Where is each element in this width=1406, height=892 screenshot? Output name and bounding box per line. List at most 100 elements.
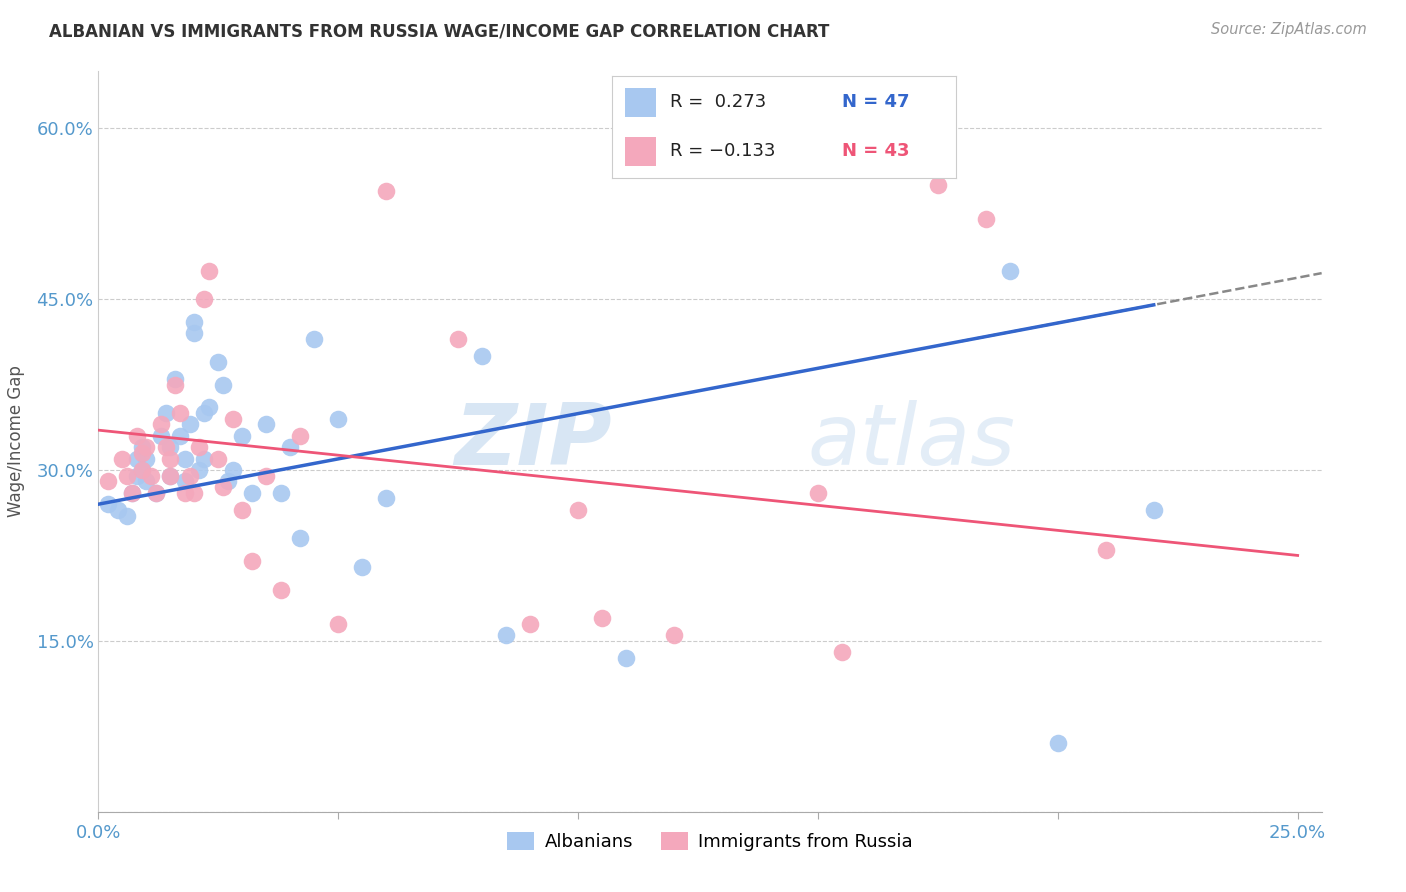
Point bbox=[212, 377, 235, 392]
Point bbox=[495, 628, 517, 642]
Point bbox=[173, 485, 195, 500]
Point bbox=[567, 503, 589, 517]
Point bbox=[179, 468, 201, 483]
Point bbox=[711, 121, 734, 136]
Point bbox=[193, 451, 215, 466]
Point bbox=[974, 212, 997, 227]
Point bbox=[121, 485, 143, 500]
Point bbox=[135, 440, 157, 454]
Point bbox=[188, 440, 211, 454]
Point bbox=[183, 485, 205, 500]
Point bbox=[131, 446, 153, 460]
Point bbox=[97, 475, 120, 489]
Text: R = −0.133: R = −0.133 bbox=[671, 142, 776, 161]
Point bbox=[149, 417, 172, 432]
Point bbox=[121, 485, 143, 500]
Point bbox=[471, 349, 494, 363]
Point bbox=[125, 468, 148, 483]
Point bbox=[254, 468, 277, 483]
Point bbox=[179, 417, 201, 432]
Point bbox=[169, 406, 191, 420]
Point bbox=[131, 463, 153, 477]
Bar bbox=[626, 88, 657, 117]
Point bbox=[188, 463, 211, 477]
Point bbox=[141, 468, 163, 483]
Point bbox=[1143, 503, 1166, 517]
Point bbox=[159, 440, 181, 454]
Point bbox=[173, 451, 195, 466]
Point bbox=[270, 582, 292, 597]
Point bbox=[375, 184, 398, 198]
Point bbox=[149, 429, 172, 443]
Text: atlas: atlas bbox=[808, 400, 1017, 483]
Point bbox=[711, 121, 734, 136]
Point bbox=[212, 480, 235, 494]
Point bbox=[288, 532, 311, 546]
Point bbox=[352, 559, 374, 574]
Text: Source: ZipAtlas.com: Source: ZipAtlas.com bbox=[1211, 22, 1367, 37]
Point bbox=[1094, 542, 1116, 557]
Point bbox=[231, 429, 253, 443]
Point bbox=[165, 372, 187, 386]
Y-axis label: Wage/Income Gap: Wage/Income Gap bbox=[7, 366, 25, 517]
Point bbox=[254, 417, 277, 432]
Point bbox=[304, 332, 326, 346]
Point bbox=[183, 326, 205, 341]
Text: R =  0.273: R = 0.273 bbox=[671, 93, 766, 111]
Point bbox=[197, 263, 219, 277]
Point bbox=[159, 468, 181, 483]
Point bbox=[111, 451, 134, 466]
Text: ALBANIAN VS IMMIGRANTS FROM RUSSIA WAGE/INCOME GAP CORRELATION CHART: ALBANIAN VS IMMIGRANTS FROM RUSSIA WAGE/… bbox=[49, 22, 830, 40]
Bar bbox=[626, 137, 657, 166]
Point bbox=[169, 429, 191, 443]
Point bbox=[193, 406, 215, 420]
Point bbox=[270, 485, 292, 500]
Point bbox=[328, 616, 350, 631]
Point bbox=[288, 429, 311, 443]
Point bbox=[831, 645, 853, 659]
Point bbox=[614, 651, 637, 665]
Point bbox=[97, 497, 120, 511]
Point bbox=[927, 178, 949, 193]
Point bbox=[165, 377, 187, 392]
Point bbox=[222, 463, 245, 477]
Point bbox=[240, 554, 263, 568]
Point bbox=[145, 485, 167, 500]
Point bbox=[807, 485, 830, 500]
Point bbox=[145, 485, 167, 500]
Point bbox=[115, 468, 138, 483]
Point bbox=[173, 475, 195, 489]
Point bbox=[159, 468, 181, 483]
Point bbox=[193, 292, 215, 306]
Point bbox=[591, 611, 613, 625]
Point bbox=[240, 485, 263, 500]
Point bbox=[662, 628, 685, 642]
Point bbox=[519, 616, 541, 631]
Point bbox=[155, 406, 177, 420]
Text: N = 47: N = 47 bbox=[842, 93, 910, 111]
Point bbox=[231, 503, 253, 517]
Point bbox=[159, 451, 181, 466]
Point bbox=[125, 451, 148, 466]
Point bbox=[125, 429, 148, 443]
Point bbox=[135, 475, 157, 489]
Point bbox=[278, 440, 301, 454]
Point bbox=[1046, 736, 1069, 750]
Point bbox=[197, 401, 219, 415]
Point bbox=[183, 315, 205, 329]
Point bbox=[135, 451, 157, 466]
Point bbox=[115, 508, 138, 523]
Point bbox=[131, 440, 153, 454]
Point bbox=[207, 355, 229, 369]
Point bbox=[222, 411, 245, 425]
Point bbox=[131, 463, 153, 477]
Point bbox=[998, 263, 1021, 277]
Point bbox=[155, 440, 177, 454]
Point bbox=[328, 411, 350, 425]
Legend: Albanians, Immigrants from Russia: Albanians, Immigrants from Russia bbox=[499, 824, 921, 858]
Point bbox=[207, 451, 229, 466]
Text: ZIP: ZIP bbox=[454, 400, 612, 483]
Point bbox=[217, 475, 239, 489]
Point bbox=[107, 503, 129, 517]
Point bbox=[447, 332, 470, 346]
